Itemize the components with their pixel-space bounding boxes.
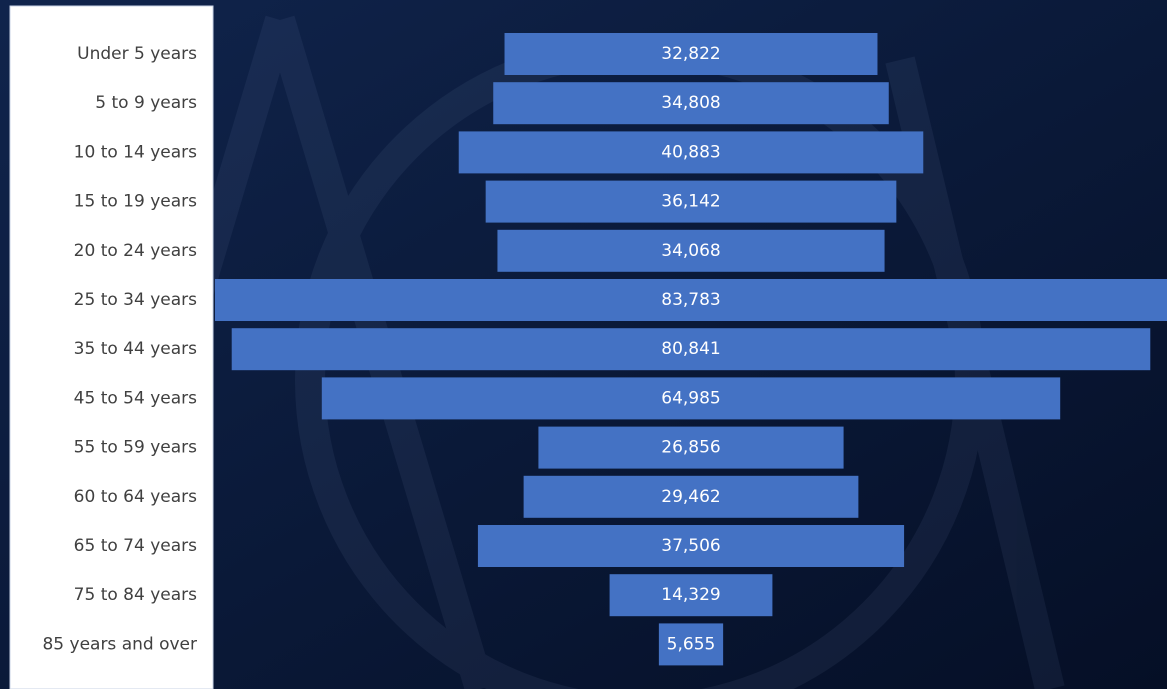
bar	[215, 279, 1167, 321]
category-label: 85 years and over	[42, 634, 197, 654]
data-label: 83,783	[661, 290, 720, 310]
category-label: 55 to 59 years	[74, 438, 197, 458]
data-label: 32,822	[661, 44, 720, 64]
bar	[477, 525, 905, 567]
bar	[538, 426, 844, 469]
bar	[493, 82, 889, 125]
bar	[504, 33, 878, 75]
bar	[231, 328, 1151, 371]
label-panel	[9, 5, 214, 689]
data-label: 34,068	[661, 241, 720, 261]
category-label: 65 to 74 years	[74, 536, 197, 556]
category-label: 75 to 84 years	[74, 585, 197, 605]
bar	[523, 475, 859, 518]
data-label: 80,841	[661, 339, 720, 359]
data-label: 64,985	[661, 388, 720, 408]
bar	[497, 229, 885, 272]
bar	[658, 623, 724, 666]
bar	[609, 574, 773, 617]
category-label: 20 to 24 years	[74, 241, 197, 261]
category-label: 10 to 14 years	[74, 142, 197, 162]
category-label: 5 to 9 years	[95, 93, 197, 113]
category-label: 45 to 54 years	[74, 388, 197, 408]
category-label: 25 to 34 years	[74, 290, 197, 310]
category-label: 60 to 64 years	[74, 487, 197, 507]
bar	[485, 180, 897, 223]
category-label: Under 5 years	[77, 44, 197, 64]
data-label: 40,883	[661, 142, 720, 162]
data-label: 37,506	[661, 536, 720, 556]
data-label: 5,655	[667, 634, 716, 654]
data-label: 29,462	[661, 487, 720, 507]
data-label: 14,329	[661, 585, 720, 605]
data-label: 26,856	[661, 438, 720, 458]
category-label: 35 to 44 years	[74, 339, 197, 359]
data-label: 34,808	[661, 93, 720, 113]
bar	[458, 131, 924, 174]
data-label: 36,142	[661, 192, 720, 212]
category-label: 15 to 19 years	[74, 192, 197, 212]
bar	[321, 377, 1061, 420]
